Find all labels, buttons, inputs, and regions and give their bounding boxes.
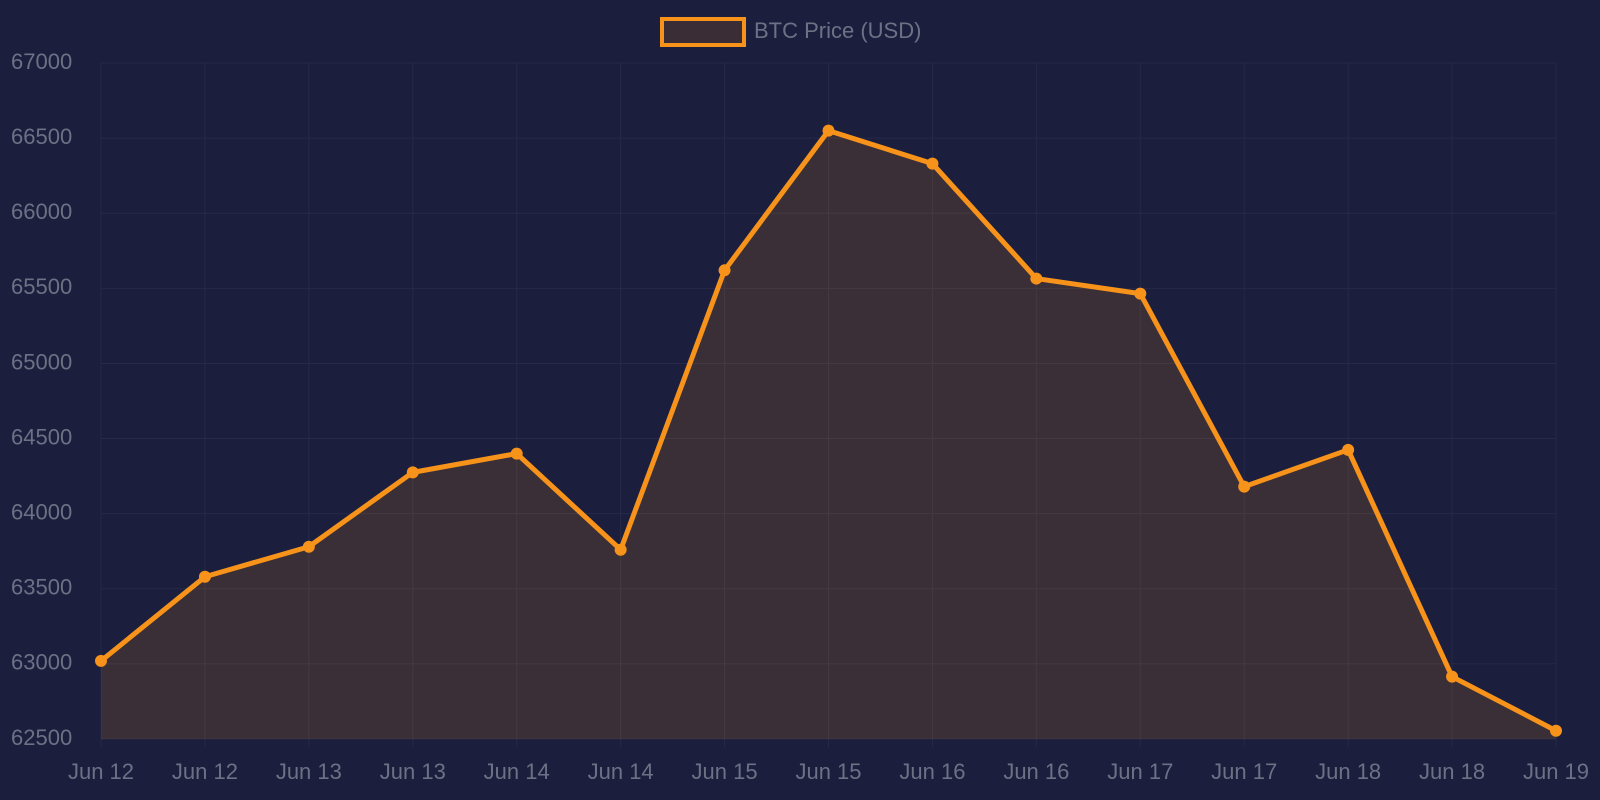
point (1030, 272, 1043, 285)
y-tick-label: 66000 (11, 199, 72, 224)
x-tick-label: Jun 17 (1107, 759, 1173, 784)
x-tick-label: Jun 18 (1419, 759, 1485, 784)
x-tick-label: Jun 15 (795, 759, 861, 784)
point (1342, 443, 1355, 456)
point (614, 543, 627, 556)
legend-swatch (660, 17, 746, 47)
point (822, 124, 835, 137)
area (101, 130, 1556, 740)
x-tick-label: Jun 13 (276, 759, 342, 784)
x-tick-label: Jun 12 (68, 759, 134, 784)
legend-label: BTC Price (USD) (754, 18, 921, 43)
x-tick-label: Jun 14 (484, 759, 550, 784)
point (1238, 480, 1251, 493)
y-tick-label: 65500 (11, 274, 72, 299)
x-tick-label: Jun 13 (380, 759, 446, 784)
x-tick-label: Jun 14 (588, 759, 654, 784)
point (1446, 670, 1459, 683)
y-tick-label: 63500 (11, 575, 72, 600)
y-tick-label: 62500 (11, 725, 72, 750)
y-tick-label: 65000 (11, 349, 72, 374)
y-tick-label: 67000 (11, 49, 72, 74)
point (95, 654, 107, 667)
x-tick-label: Jun 19 (1523, 759, 1589, 784)
y-tick-label: 66500 (11, 124, 72, 149)
point (510, 447, 523, 460)
x-tick-label: Jun 17 (1211, 759, 1277, 784)
point (926, 157, 939, 170)
x-tick-label: Jun 16 (1003, 759, 1069, 784)
x-tick-label: Jun 16 (899, 759, 965, 784)
x-tick-label: Jun 12 (172, 759, 238, 784)
y-tick-label: 64500 (11, 424, 72, 449)
x-tick-label: Jun 15 (692, 759, 758, 784)
point (406, 466, 419, 479)
y-tick-label: 63000 (11, 650, 72, 675)
point (718, 264, 731, 277)
point (198, 570, 211, 583)
y-tick-label: 64000 (11, 499, 72, 524)
x-tick-label: Jun 18 (1315, 759, 1381, 784)
point (302, 540, 315, 553)
point (1550, 724, 1562, 737)
point (1134, 287, 1147, 300)
